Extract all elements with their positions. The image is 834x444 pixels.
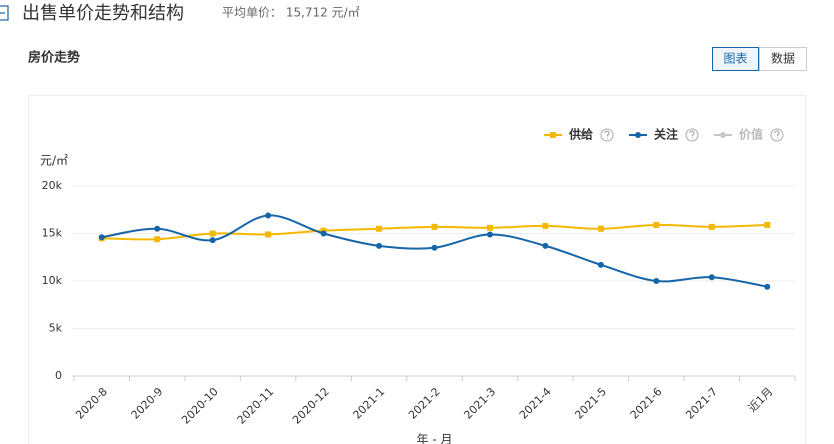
x-tick-label: 2020-9 <box>129 385 166 422</box>
help-icon-glyph <box>604 130 610 139</box>
tab-chart[interactable] <box>712 47 759 71</box>
x-axis-label: 年 - 月 <box>417 433 453 444</box>
x-tick-label: 2021-7 <box>683 385 720 422</box>
legend-item[interactable]: 价值 <box>714 127 784 142</box>
point <box>597 225 604 232</box>
chart-frame <box>28 95 806 444</box>
point <box>486 231 493 238</box>
y-tick-label: 15k <box>42 227 63 240</box>
point <box>542 222 549 229</box>
y-tick-label: 10k <box>42 274 63 287</box>
header-title: 出售单价走势和结构 <box>22 3 184 24</box>
x-tick-label: 2021-1 <box>351 385 388 422</box>
x-tick-label: 2020-12 <box>290 385 332 427</box>
point <box>154 236 161 243</box>
x-tick-label: 2020-11 <box>235 385 277 427</box>
point <box>265 212 272 219</box>
average-price: 平均单价： 15,712 元/㎡ <box>222 6 360 20</box>
point <box>486 224 493 231</box>
legend-marker <box>720 132 726 138</box>
point <box>209 230 216 237</box>
tab-data[interactable] <box>759 47 807 71</box>
legend-label: 供给 <box>568 127 593 142</box>
help-icon <box>685 128 699 142</box>
x-tick-label: 2020-8 <box>73 385 110 422</box>
help-icon-glyph <box>689 130 695 139</box>
legend-item[interactable]: 供给 <box>544 127 614 142</box>
point <box>431 244 438 251</box>
x-tick-label: 近1月 <box>746 385 776 415</box>
point <box>376 242 383 249</box>
point <box>597 261 604 268</box>
point <box>98 234 105 241</box>
point <box>154 225 161 232</box>
point <box>209 237 216 244</box>
y-axis-label: 元/㎡ <box>40 154 68 168</box>
tab-data-label[interactable]: 数据 <box>771 51 795 66</box>
legend-item[interactable]: 关注 <box>629 127 699 142</box>
point <box>542 242 549 249</box>
y-tick-label: 0 <box>55 369 62 382</box>
section-title: 房价走势 <box>28 50 80 66</box>
help-icon-glyph <box>774 130 780 139</box>
point <box>653 221 660 228</box>
point <box>764 221 771 228</box>
legend-label: 关注 <box>654 127 678 142</box>
point <box>708 274 715 281</box>
point <box>764 283 771 290</box>
legend-marker <box>550 132 556 138</box>
x-tick-label: 2021-3 <box>461 385 498 422</box>
point <box>265 231 272 238</box>
help-icon <box>770 128 784 142</box>
y-tick-label: 5k <box>49 322 63 335</box>
point <box>431 223 438 230</box>
point <box>320 230 327 237</box>
point <box>653 278 660 284</box>
y-tick-label: 20k <box>42 179 63 192</box>
legend-label: 价值 <box>739 127 763 142</box>
point <box>376 225 383 232</box>
legend-marker <box>635 132 641 138</box>
point <box>708 223 715 230</box>
x-tick-label: 2021-6 <box>628 385 665 422</box>
x-tick-label: 2021-2 <box>406 385 443 422</box>
tab-chart-label[interactable]: 图表 <box>723 52 747 66</box>
x-tick-label: 2020-10 <box>179 385 221 427</box>
x-tick-label: 2021-4 <box>517 385 554 422</box>
collapse-icon[interactable] <box>0 5 9 21</box>
x-tick-label: 2021-5 <box>572 385 609 422</box>
help-icon <box>600 128 614 142</box>
